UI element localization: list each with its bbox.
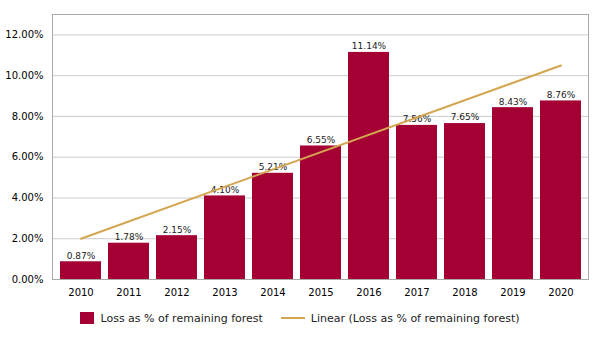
- svg-text:4.00%: 4.00%: [12, 192, 44, 203]
- svg-text:4.10%: 4.10%: [210, 184, 240, 195]
- svg-text:2.15%: 2.15%: [163, 225, 192, 235]
- svg-text:2.00%: 2.00%: [12, 233, 44, 244]
- svg-text:5.21%: 5.21%: [259, 162, 288, 172]
- svg-text:8.00%: 8.00%: [12, 111, 44, 122]
- svg-text:0.00%: 0.00%: [12, 274, 44, 285]
- svg-text:7.65%: 7.65%: [451, 112, 480, 122]
- svg-text:2013: 2013: [212, 287, 237, 298]
- svg-text:11.14%: 11.14%: [352, 41, 387, 51]
- svg-text:2010: 2010: [68, 287, 93, 298]
- svg-text:2014: 2014: [260, 287, 285, 298]
- svg-text:8.43%: 8.43%: [499, 97, 528, 107]
- html-text:Linear (Loss as % of remaining: Linear (Loss as % of remaining forest): [310, 311, 520, 325]
- svg-text:12.00%: 12.00%: [5, 29, 43, 40]
- svg-text:2012: 2012: [164, 287, 189, 298]
- svg-text:1.78%: 1.78%: [115, 232, 144, 242]
- svg-text:2018: 2018: [452, 287, 477, 298]
- html-text:Loss as % of remaining forest: Loss as % of remaining forest: [100, 311, 263, 325]
- svg-text:10.00%: 10.00%: [5, 70, 43, 81]
- svg-text:2020: 2020: [548, 287, 573, 298]
- svg-text:6.55%: 6.55%: [307, 135, 336, 145]
- svg-text:2011: 2011: [116, 287, 141, 298]
- svg-text:0.87%: 0.87%: [67, 251, 96, 261]
- svg-text:2017: 2017: [404, 287, 429, 298]
- svg-text:7.56%: 7.56%: [403, 114, 432, 124]
- svg-text:2015: 2015: [308, 287, 333, 298]
- svg-text:6.00%: 6.00%: [12, 151, 44, 162]
- svg-text:8.76%: 8.76%: [547, 90, 576, 100]
- svg-text:2016: 2016: [356, 287, 381, 298]
- svg-text:2019: 2019: [500, 287, 525, 298]
